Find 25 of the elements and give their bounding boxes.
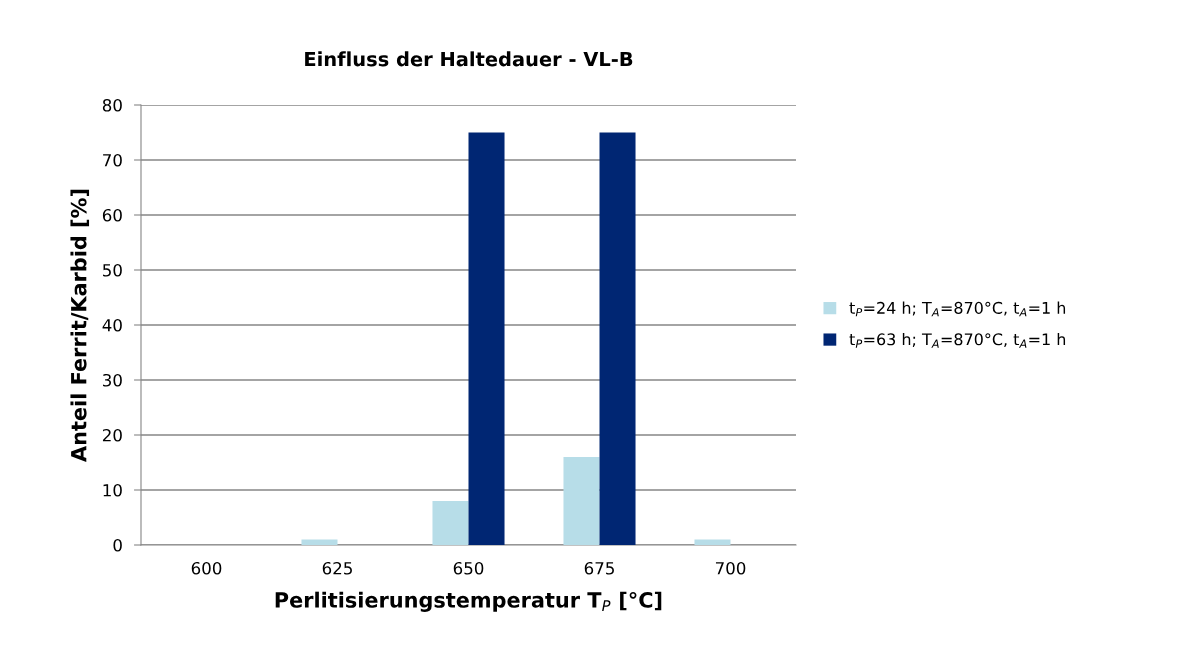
bar [468, 132, 505, 545]
y-tick-label: 70 [103, 153, 122, 167]
x-tick-label: 650 [453, 561, 484, 575]
bar [432, 501, 469, 545]
y-tick-label: 60 [102, 208, 122, 222]
y-tick-label: 50 [103, 263, 122, 277]
y-axis-title: Anteil Ferrit/Karbid [%] [70, 189, 90, 462]
bar [599, 132, 636, 545]
chart-title: Einfluss der Haltedauer - VL-B [305, 51, 633, 67]
bar [301, 539, 338, 545]
y-tick-label: 30 [103, 373, 122, 387]
bar [694, 539, 731, 545]
y-tick-label: 40 [102, 318, 122, 332]
bar [563, 457, 600, 545]
legend-label: t$_{P}$=63 h; T$_{A}$=870°C, t$_{A}$=1 h [849, 332, 1066, 348]
x-tick-label: 700 [715, 561, 746, 575]
legend-label: t$_{P}$=24 h; T$_{A}$=870°C, t$_{A}$=1 h [849, 301, 1066, 317]
x-tick-label: 675 [584, 561, 614, 575]
y-tick-label: 80 [102, 98, 122, 112]
x-tick-label: 600 [191, 561, 222, 575]
x-axis-title: Perlitisierungstemperatur T$_{P}$ [°C] [275, 591, 662, 613]
y-tick-label: 10 [103, 483, 122, 497]
x-tick-label: 625 [322, 561, 352, 575]
y-tick-label: 20 [102, 428, 122, 442]
y-tick-label: 0 [113, 538, 122, 552]
